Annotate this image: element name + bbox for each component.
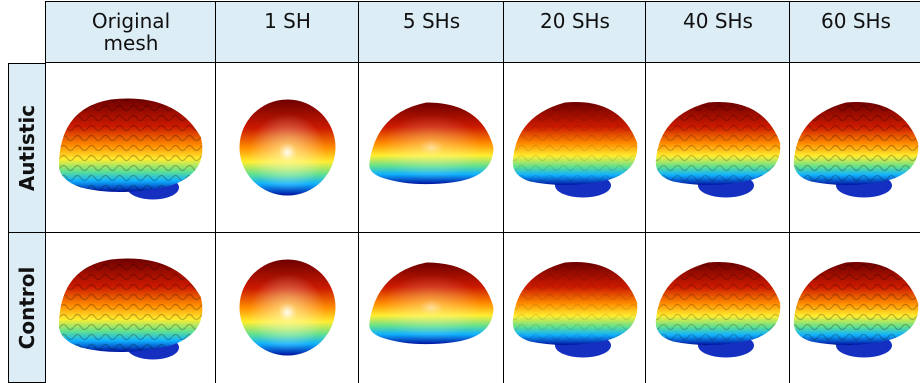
brain-render <box>790 63 920 232</box>
texture <box>513 262 637 345</box>
row-title: Autistic <box>15 105 39 191</box>
image-cell <box>789 232 920 383</box>
column-header: 60 SHs <box>789 1 920 63</box>
texture <box>656 102 780 185</box>
row-title: Control <box>15 266 39 349</box>
image-cell <box>789 63 920 233</box>
highlight <box>240 100 336 196</box>
texture <box>59 99 203 192</box>
column-header: Original mesh <box>45 1 216 63</box>
column-header: 1 SH <box>215 1 359 63</box>
brain-render <box>216 232 359 383</box>
image-cell <box>215 232 359 383</box>
image-cell <box>645 232 790 383</box>
highlight <box>369 263 493 345</box>
image-cell <box>215 63 359 233</box>
column-title: 20 SHs <box>540 10 610 32</box>
brain-render <box>359 63 504 232</box>
column-title: 40 SHs <box>683 10 753 32</box>
column-header: 5 SHs <box>358 1 504 63</box>
brain-render <box>646 63 790 232</box>
column-title: 5 SHs <box>403 10 460 32</box>
texture <box>794 102 918 185</box>
figure: Original mesh 1 SH 5 SHs 20 SHs 40 SHs 60 SHs… <box>0 0 920 383</box>
image-cell <box>45 63 216 233</box>
column-title: 60 SHs <box>821 10 891 32</box>
image-cell <box>358 63 504 233</box>
brain-render <box>504 63 646 232</box>
brain-render <box>646 232 790 383</box>
brain-render <box>790 232 920 383</box>
texture <box>656 262 780 345</box>
texture <box>794 262 918 345</box>
image-cell <box>503 63 646 233</box>
column-title: Original mesh <box>81 10 181 54</box>
column-header: 20 SHs <box>503 1 646 63</box>
image-cell <box>358 232 504 383</box>
image-cell <box>645 63 790 233</box>
brain-render <box>216 63 359 232</box>
brain-render <box>46 232 216 383</box>
column-title: 1 SH <box>264 10 311 32</box>
texture <box>513 102 637 185</box>
image-cell <box>503 232 646 383</box>
column-header: 40 SHs <box>645 1 790 63</box>
highlight <box>369 103 493 185</box>
row-header: Autistic <box>8 63 45 233</box>
texture <box>59 259 203 352</box>
image-cell <box>45 232 216 383</box>
highlight <box>240 260 336 356</box>
row-header: Control <box>8 232 45 383</box>
brain-render <box>46 63 216 232</box>
brain-render <box>504 232 646 383</box>
brain-render <box>359 232 504 383</box>
